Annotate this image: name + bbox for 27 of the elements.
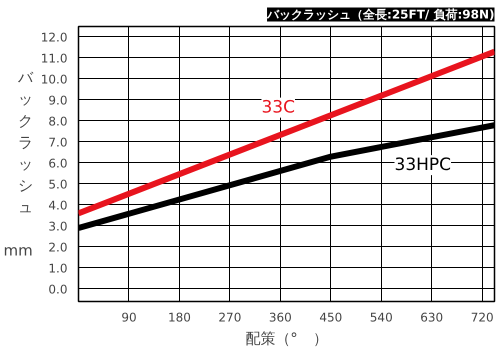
y-tick-label: 5.0 bbox=[48, 177, 68, 192]
x-tick-label: 540 bbox=[370, 310, 393, 324]
y-tick-label: 4.0 bbox=[48, 198, 68, 212]
y-tick-label: 3.0 bbox=[48, 219, 68, 234]
y-tick-label: 10.0 bbox=[40, 72, 68, 86]
y-tick-label: 0.0 bbox=[48, 282, 68, 296]
x-tick-label: 450 bbox=[319, 310, 342, 324]
series-label: 33C bbox=[261, 98, 295, 118]
x-tick-label: 270 bbox=[218, 310, 242, 324]
series-label: 33HPC bbox=[394, 155, 452, 176]
x-tick-label: 180 bbox=[168, 310, 191, 324]
y-axis-title: バックラッシュ bbox=[16, 68, 34, 216]
x-axis-title: 配策（° ） bbox=[245, 330, 328, 348]
x-tick-label: 90 bbox=[121, 310, 137, 324]
y-tick-label: 12.0 bbox=[40, 30, 68, 44]
y-tick-label: 8.0 bbox=[48, 114, 68, 128]
x-tick-label: 630 bbox=[420, 310, 444, 324]
y-tick-label: 7.0 bbox=[48, 135, 68, 150]
y-tick-label: 1.0 bbox=[48, 261, 68, 276]
x-tick-label: 360 bbox=[268, 310, 292, 324]
y-tick-label: 6.0 bbox=[48, 156, 68, 170]
x-tick-label: 720 bbox=[470, 310, 494, 324]
y-tick-label: 11.0 bbox=[40, 51, 68, 66]
y-tick-label: 2.0 bbox=[48, 240, 68, 254]
y-tick-label: 9.0 bbox=[48, 93, 68, 108]
text: mm bbox=[4, 241, 33, 260]
chart-title: バックラッシュ（全長:25FT/ 負荷:98N) bbox=[266, 8, 494, 22]
